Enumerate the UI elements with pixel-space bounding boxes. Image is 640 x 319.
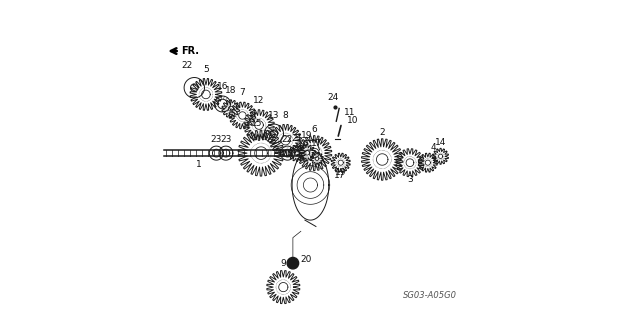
Text: 14: 14 [435, 138, 446, 147]
Text: 7: 7 [239, 88, 245, 97]
Text: 11: 11 [344, 108, 355, 117]
Text: 2: 2 [380, 128, 385, 137]
Text: 1: 1 [196, 160, 202, 169]
Text: 4: 4 [431, 143, 436, 152]
Text: 19: 19 [335, 168, 346, 177]
Text: 19: 19 [301, 131, 313, 140]
Text: FR.: FR. [181, 46, 199, 56]
Text: 17: 17 [334, 171, 346, 180]
Text: 17: 17 [311, 139, 323, 148]
Text: 18: 18 [225, 86, 237, 95]
Text: 6: 6 [312, 125, 317, 134]
Text: 15: 15 [252, 119, 263, 128]
Text: 22: 22 [182, 61, 193, 70]
Text: 21: 21 [291, 134, 303, 143]
Text: 3: 3 [407, 174, 413, 183]
Text: 8: 8 [283, 111, 289, 120]
Circle shape [287, 257, 299, 269]
Text: 13: 13 [268, 111, 280, 120]
Text: 9: 9 [280, 259, 286, 268]
Text: 23: 23 [220, 135, 232, 144]
Text: 12: 12 [253, 96, 265, 105]
Text: 20: 20 [300, 255, 311, 263]
Text: 23: 23 [211, 135, 222, 144]
Text: SG03-A05G0: SG03-A05G0 [403, 291, 457, 300]
Text: 16: 16 [217, 82, 228, 91]
Text: 10: 10 [348, 116, 359, 125]
Text: 24: 24 [327, 93, 339, 102]
Text: 5: 5 [203, 65, 209, 74]
Text: 22: 22 [282, 135, 293, 144]
